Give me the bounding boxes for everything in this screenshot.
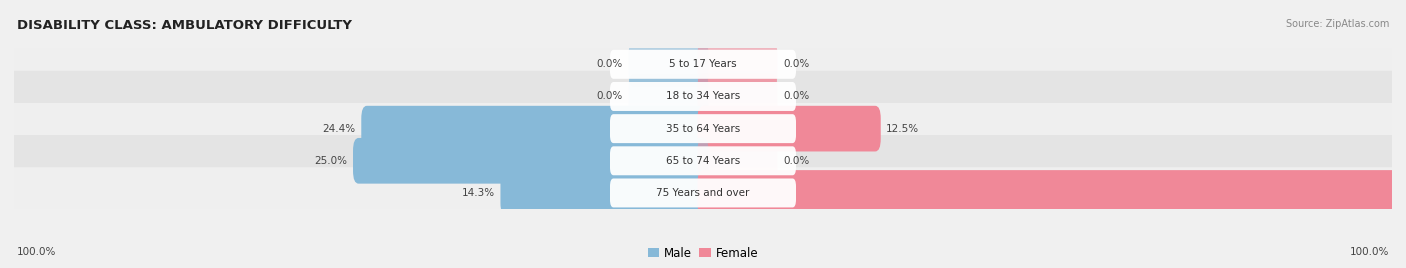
FancyBboxPatch shape: [610, 146, 796, 175]
FancyBboxPatch shape: [628, 74, 709, 119]
FancyBboxPatch shape: [361, 106, 709, 151]
FancyBboxPatch shape: [610, 114, 796, 143]
Text: Source: ZipAtlas.com: Source: ZipAtlas.com: [1285, 19, 1389, 29]
FancyBboxPatch shape: [501, 170, 709, 216]
Text: DISABILITY CLASS: AMBULATORY DIFFICULTY: DISABILITY CLASS: AMBULATORY DIFFICULTY: [17, 19, 352, 32]
FancyBboxPatch shape: [10, 135, 1396, 187]
FancyBboxPatch shape: [10, 39, 1396, 90]
Text: 12.5%: 12.5%: [886, 124, 920, 134]
FancyBboxPatch shape: [10, 71, 1396, 122]
Text: 18 to 34 Years: 18 to 34 Years: [666, 91, 740, 102]
Text: 0.0%: 0.0%: [783, 156, 810, 166]
Text: 0.0%: 0.0%: [783, 59, 810, 69]
Text: 75 Years and over: 75 Years and over: [657, 188, 749, 198]
FancyBboxPatch shape: [610, 178, 796, 207]
FancyBboxPatch shape: [697, 106, 880, 151]
Text: 65 to 74 Years: 65 to 74 Years: [666, 156, 740, 166]
Legend: Male, Female: Male, Female: [643, 242, 763, 264]
FancyBboxPatch shape: [10, 103, 1396, 154]
FancyBboxPatch shape: [353, 138, 709, 184]
FancyBboxPatch shape: [628, 42, 709, 87]
Text: 14.3%: 14.3%: [461, 188, 495, 198]
Text: 0.0%: 0.0%: [596, 91, 623, 102]
Text: 24.4%: 24.4%: [322, 124, 356, 134]
FancyBboxPatch shape: [697, 74, 778, 119]
Text: 5 to 17 Years: 5 to 17 Years: [669, 59, 737, 69]
FancyBboxPatch shape: [610, 82, 796, 111]
Text: 0.0%: 0.0%: [783, 91, 810, 102]
FancyBboxPatch shape: [697, 138, 778, 184]
Text: 100.0%: 100.0%: [17, 247, 56, 257]
FancyBboxPatch shape: [610, 50, 796, 79]
FancyBboxPatch shape: [697, 42, 778, 87]
FancyBboxPatch shape: [10, 167, 1396, 219]
Text: 35 to 64 Years: 35 to 64 Years: [666, 124, 740, 134]
Text: 25.0%: 25.0%: [315, 156, 347, 166]
Text: 0.0%: 0.0%: [596, 59, 623, 69]
FancyBboxPatch shape: [697, 170, 1406, 216]
Text: 100.0%: 100.0%: [1350, 247, 1389, 257]
